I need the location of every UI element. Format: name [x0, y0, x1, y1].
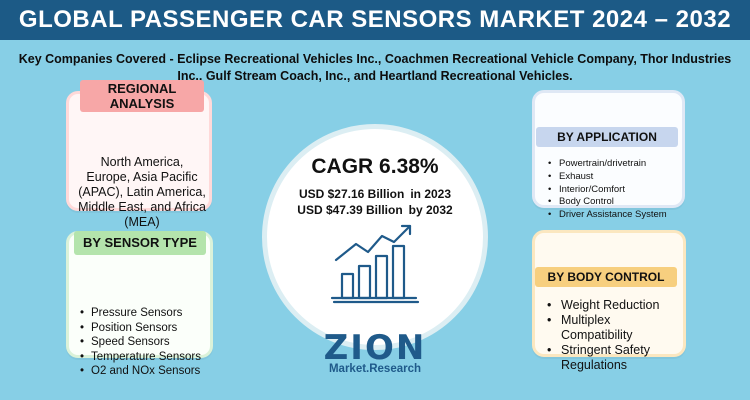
zion-logo: ZION Market.Research [300, 330, 450, 375]
list-item: Interior/Comfort [548, 184, 667, 197]
list-item: Weight Reduction [547, 298, 683, 313]
logo-subline: Market.Research [328, 363, 422, 375]
application-list: Powertrain/drivetrain Exhaust Interior/C… [548, 158, 667, 222]
year-2023: in 2023 [410, 187, 452, 201]
sensor-type-list: Pressure Sensors Position Sensors Speed … [80, 306, 201, 379]
body-control-heading: BY BODY CONTROL [535, 267, 677, 287]
sensor-type-heading: BY SENSOR TYPE [74, 231, 206, 255]
list-item: O2 and NOx Sensors [80, 364, 201, 379]
market-values: USD $27.16 Billion in 2023 USD $47.39 Bil… [262, 186, 488, 218]
list-item: Temperature Sensors [80, 350, 201, 365]
growth-chart-icon [330, 224, 420, 304]
application-heading: BY APPLICATION [536, 127, 678, 147]
list-item: Exhaust [548, 171, 667, 184]
regional-analysis-heading: REGIONAL ANALYSIS [80, 80, 204, 112]
value-2032: USD $47.39 Billion [297, 203, 403, 217]
list-item: Multiplex Compatibility [547, 313, 683, 343]
value-2032-line: USD $47.39 Billion by 2032 [262, 202, 488, 218]
value-2023-line: USD $27.16 Billion in 2023 [262, 186, 488, 202]
cagr-value: CAGR 6.38% [311, 155, 439, 178]
body-control-list: Weight Reduction Multiplex Compatibility… [547, 298, 683, 373]
list-item: Powertrain/drivetrain [548, 158, 667, 171]
list-item: Pressure Sensors [80, 306, 201, 321]
key-companies-text: Key Companies Covered - Eclipse Recreati… [18, 52, 732, 83]
list-item: Stringent Safety Regulations [547, 343, 683, 373]
list-item: Speed Sensors [80, 335, 201, 350]
year-2032: by 2032 [408, 203, 453, 217]
value-2023: USD $27.16 Billion [298, 187, 405, 201]
list-item: Driver Assistance System [548, 209, 667, 222]
regional-analysis-text: North America, Europe, Asia Pacific (APA… [78, 155, 206, 229]
list-item: Position Sensors [80, 321, 201, 336]
logo-wordmark: ZION [323, 328, 427, 368]
center-circle [262, 124, 488, 350]
list-item: Body Control [548, 196, 667, 209]
page-title: GLOBAL PASSENGER CAR SENSORS MARKET 2024… [0, 0, 750, 40]
